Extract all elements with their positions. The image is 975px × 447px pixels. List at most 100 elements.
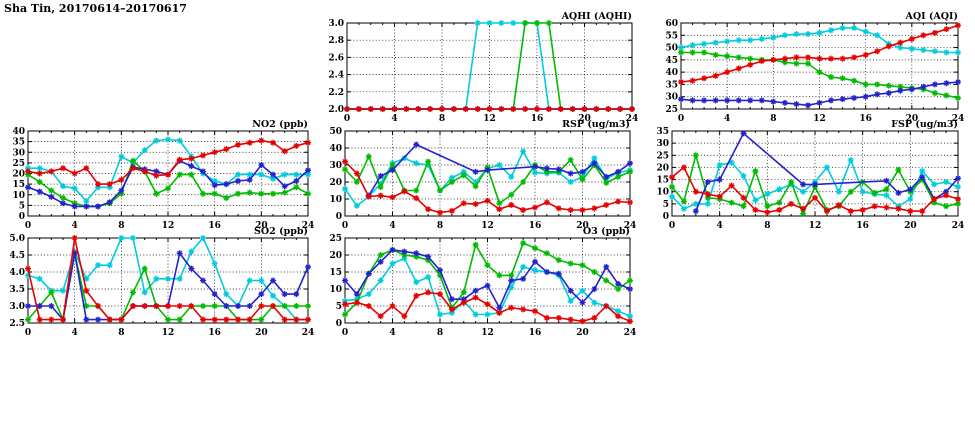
xtick-label: 16 xyxy=(531,114,544,124)
ytick-label: 30 xyxy=(656,139,669,149)
chart-title-aqhi: AQHI (AQHI) xyxy=(561,11,632,22)
axis-labels-aqhi: 2.0 2.2 2.4 2.6 2.8 3.0 0 4 8 12 16 20 24 xyxy=(328,19,638,124)
xtick-label: 20 xyxy=(255,328,268,338)
series-red-so2 xyxy=(25,235,311,323)
xtick-label: 0 xyxy=(669,221,675,231)
series-red-fsp xyxy=(669,164,961,216)
ytick-label: 25 xyxy=(665,105,678,115)
series-red-o3 xyxy=(342,289,633,325)
xtick-label: 12 xyxy=(162,221,175,231)
xtick-label: 24 xyxy=(952,221,965,231)
series-red-aqi xyxy=(678,22,961,85)
series-markers xyxy=(342,289,633,325)
series-line xyxy=(27,159,309,208)
ytick-label: 0 xyxy=(19,212,25,222)
ytick-label: 55 xyxy=(665,31,678,41)
xtick-label: 8 xyxy=(118,221,124,231)
xtick-label: 8 xyxy=(118,328,124,338)
axis-labels-so2: 2.5 3.0 3.5 4.0 4.5 5.0 0 4 8 12 16 20 24 xyxy=(9,234,314,338)
xtick-label: 8 xyxy=(770,114,776,124)
series-red-rsp xyxy=(342,158,633,216)
ytick-label: 10 xyxy=(12,191,25,201)
xtick-label: 16 xyxy=(856,221,869,231)
ytick-label: 30 xyxy=(329,161,342,171)
chart-title-fsp: FSP (ug/m3) xyxy=(891,119,958,130)
ytick-label: 25 xyxy=(329,234,342,244)
ytick-label: 5 xyxy=(663,200,669,210)
ytick-label: 20 xyxy=(329,178,342,188)
xtick-label: 20 xyxy=(904,221,917,231)
xtick-label: 4 xyxy=(724,114,730,124)
ytick-label: 25 xyxy=(656,151,669,161)
series-line xyxy=(695,132,959,212)
xtick-label: 0 xyxy=(344,114,350,124)
ytick-label: 15 xyxy=(329,268,342,278)
xtick-label: 20 xyxy=(906,114,919,124)
ytick-label: 15 xyxy=(12,180,25,190)
ytick-label: 50 xyxy=(329,127,342,137)
ytick-label: 2.5 xyxy=(9,319,25,329)
chart-o3: 0 5 10 15 20 25 0 4 8 12 16 20 24 O3 (ppb) xyxy=(329,226,636,338)
xtick-label: 0 xyxy=(342,328,348,338)
ytick-label: 2.2 xyxy=(328,88,344,98)
ytick-label: 2.6 xyxy=(328,53,344,63)
gridlines-aqi xyxy=(681,23,958,109)
ytick-label: 3.0 xyxy=(9,302,25,312)
axis-labels-rsp: 0 10 20 30 40 50 0 4 8 12 16 20 24 xyxy=(329,127,636,231)
xtick-label: 24 xyxy=(624,221,637,231)
xtick-label: 8 xyxy=(439,114,445,124)
plot-frame-aqi xyxy=(680,22,959,110)
ytick-label: 20 xyxy=(656,163,669,173)
xtick-label: 0 xyxy=(25,221,31,231)
xtick-label: 20 xyxy=(578,114,591,124)
ytick-label: 30 xyxy=(12,148,25,158)
series-markers xyxy=(342,158,633,216)
series-cyan-aqi xyxy=(678,24,961,56)
xtick-label: 20 xyxy=(576,328,589,338)
ytick-label: 50 xyxy=(665,44,678,54)
series-markers xyxy=(344,20,635,112)
ytick-label: 5 xyxy=(336,302,342,312)
xtick-label: 4 xyxy=(72,328,78,338)
xtick-label: 24 xyxy=(302,328,315,338)
ytick-label: 20 xyxy=(12,170,25,180)
series-cyan-aqhi xyxy=(344,20,635,112)
chart-aqi: 25 30 35 40 45 50 55 60 0 4 8 12 16 20 24 AQI (AQI) xyxy=(665,11,964,124)
ytick-label: 60 xyxy=(665,19,678,29)
xtick-label: 12 xyxy=(162,328,175,338)
series-red-aqhi xyxy=(344,106,635,112)
ytick-label: 15 xyxy=(656,176,669,186)
series-markers xyxy=(25,235,311,323)
xtick-label: 16 xyxy=(529,221,542,231)
series-markers xyxy=(678,24,961,56)
xtick-label: 12 xyxy=(481,328,494,338)
chart-title-aqi: AQI (AQI) xyxy=(905,11,958,22)
xtick-label: 4 xyxy=(391,114,397,124)
xtick-label: 4 xyxy=(717,221,723,231)
chart-so2: 2.5 3.0 3.5 4.0 4.5 5.0 0 4 8 12 16 20 24 SO2 (ppb) xyxy=(9,226,314,338)
chart-fsp: 0 5 10 15 20 25 30 35 0 4 8 12 16 20 24 FSP (ug/m3) xyxy=(656,119,964,231)
axis-labels-fsp: 0 5 10 15 20 25 30 35 0 4 8 12 16 20 24 xyxy=(656,127,964,231)
chart-aqhi: 2.0 2.2 2.4 2.6 2.8 3.0 0 4 8 12 16 20 24 AQHI (AQHI) xyxy=(328,11,638,124)
xtick-label: 0 xyxy=(342,221,348,231)
xtick-label: 12 xyxy=(483,114,496,124)
xtick-label: 8 xyxy=(437,221,443,231)
page-title: Sha Tin, 20170614–20170617 xyxy=(4,2,187,15)
ytick-label: 5.0 xyxy=(9,234,25,244)
xtick-label: 12 xyxy=(481,221,494,231)
ytick-label: 35 xyxy=(665,80,678,90)
chart-title-so2: SO2 (ppb) xyxy=(254,226,308,237)
plot-frame-fsp xyxy=(671,130,959,217)
xtick-label: 24 xyxy=(626,114,639,124)
ytick-label: 3.0 xyxy=(328,19,344,29)
xtick-label: 12 xyxy=(809,221,822,231)
axis-labels-o3: 0 5 10 15 20 25 0 4 8 12 16 20 24 xyxy=(329,234,636,338)
ytick-label: 2.0 xyxy=(328,105,344,115)
xtick-label: 0 xyxy=(25,328,31,338)
series-line xyxy=(671,166,959,214)
ytick-label: 0 xyxy=(663,212,669,222)
xtick-label: 16 xyxy=(208,328,221,338)
xtick-label: 16 xyxy=(859,114,872,124)
